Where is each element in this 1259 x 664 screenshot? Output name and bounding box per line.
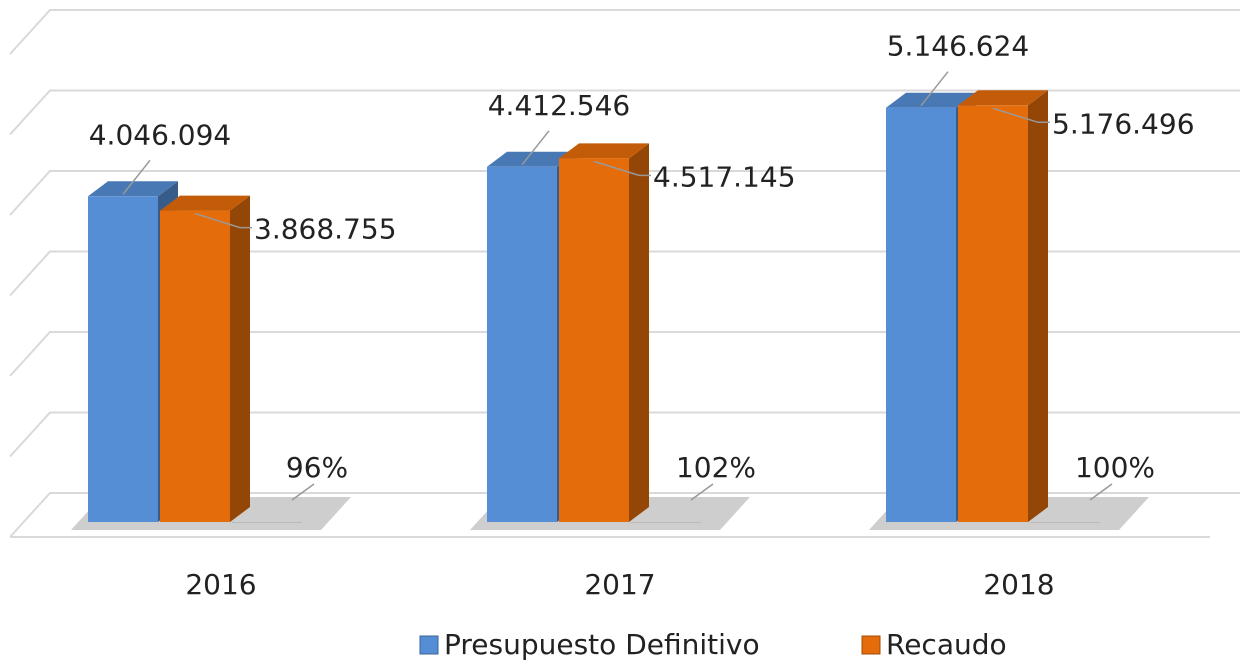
bar	[958, 105, 1028, 523]
legend-label: Presupuesto Definitivo	[444, 628, 760, 661]
bar-side	[1028, 90, 1048, 523]
bar-top	[88, 181, 178, 197]
grid-line	[9, 9, 1240, 55]
bar-top	[487, 151, 577, 167]
bar	[1030, 521, 1100, 523]
legend-swatch	[861, 635, 881, 655]
legend-swatch	[419, 635, 439, 655]
grid-line	[9, 170, 1240, 216]
data-label: 96%	[286, 451, 348, 484]
bar-side	[230, 195, 250, 522]
bar	[559, 158, 629, 523]
leader-line	[1089, 483, 1113, 501]
leader-line	[291, 483, 315, 501]
leader-line	[593, 160, 651, 177]
grid-line	[9, 331, 1240, 377]
bar	[160, 210, 230, 522]
x-tick-label: 2018	[983, 568, 1054, 601]
bar	[88, 196, 158, 522]
bar-top	[958, 90, 1048, 106]
bar-top	[160, 195, 250, 211]
grid-line	[9, 89, 1240, 136]
bar	[487, 166, 557, 523]
data-label: 5.146.624	[887, 30, 1030, 63]
x-tick-label: 2017	[584, 568, 655, 601]
leader-line	[122, 159, 151, 195]
bar	[232, 521, 302, 523]
grid-line	[9, 250, 1240, 297]
leader-line	[194, 212, 252, 229]
x-tick-label: 2016	[185, 568, 256, 601]
grid-line	[9, 492, 1240, 538]
bar-top	[559, 143, 649, 159]
bar	[886, 107, 956, 522]
bar	[631, 521, 701, 523]
leader-line	[690, 483, 714, 501]
leader-line	[521, 130, 550, 166]
leader-line	[992, 107, 1050, 124]
data-label: 4.412.546	[488, 89, 631, 122]
bar-side	[629, 143, 649, 523]
bar-top	[886, 92, 976, 108]
data-label: 4.517.145	[653, 160, 796, 193]
data-label: 5.176.496	[1052, 107, 1195, 140]
legend-label: Recaudo	[886, 628, 1007, 661]
data-label: 102%	[676, 451, 756, 484]
leader-line	[920, 71, 949, 107]
grid-line	[9, 411, 1240, 458]
data-label: 3.868.755	[254, 213, 397, 246]
data-label: 100%	[1075, 451, 1155, 484]
data-label: 4.046.094	[89, 118, 232, 151]
